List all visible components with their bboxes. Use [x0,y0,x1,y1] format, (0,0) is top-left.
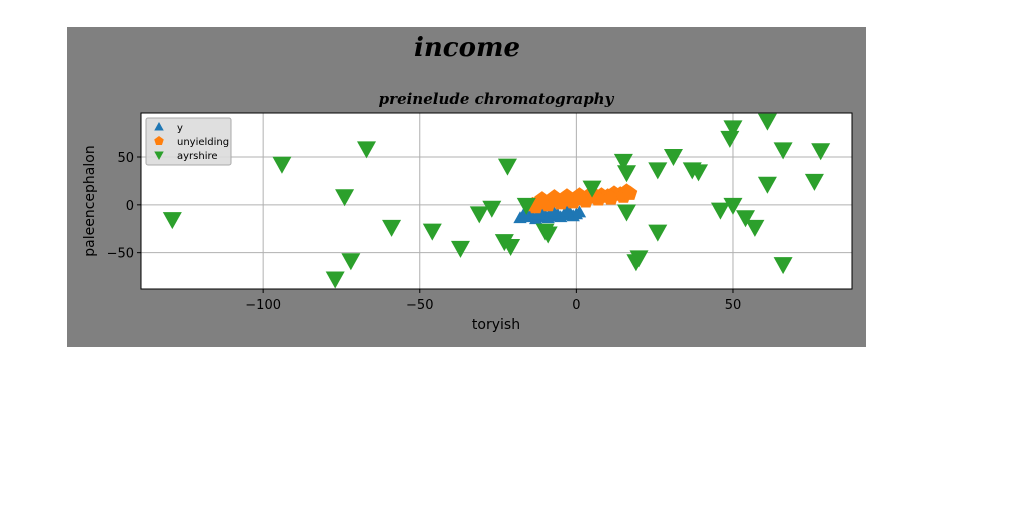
y-tick-label: −50 [107,247,134,262]
point-ayrshire [689,164,709,182]
x-tick-label: −100 [245,298,281,313]
point-unyielding [546,189,563,204]
point-ayrshire [357,141,377,159]
point-ayrshire [482,200,502,218]
axis-ticks: −100 −50 0 50 −50 0 50 [107,151,742,313]
series-ayrshire [162,113,831,289]
y-tick-label: 50 [117,151,134,166]
point-ayrshire [469,206,489,224]
point-ayrshire [341,253,361,271]
point-ayrshire [501,238,521,256]
point-ayrshire [773,142,793,160]
point-ayrshire [450,240,470,258]
point-ayrshire [804,173,824,191]
point-ayrshire [811,143,831,161]
legend-markers [154,122,164,160]
point-ayrshire [736,210,756,228]
point-ayrshire [648,224,668,242]
legend-marker-unyielding [154,136,164,146]
legend-box [145,117,232,166]
point-ayrshire [616,165,636,183]
axes-title: preinelude chromatography [379,90,615,108]
point-unyielding [559,188,575,203]
point-ayrshire [516,197,536,215]
series-y [513,204,587,225]
legend-marker-ayrshire [154,151,164,160]
point-unyielding [571,187,588,202]
point-ayrshire [382,219,402,237]
legend: y unyielding ayrshire [145,117,232,166]
x-tick-label: −50 [406,298,433,313]
point-ayrshire [663,149,683,167]
point-ayrshire [613,153,633,171]
point-ayrshire [757,113,777,131]
legend-marker-y [154,122,164,131]
point-ayrshire [723,120,743,138]
point-ayrshire [497,158,517,176]
y-axis-label: paleencephalon [82,145,98,256]
legend-label-ayrshire: ayrshire [177,151,218,162]
x-tick-label: 0 [572,298,580,313]
point-ayrshire [773,257,793,275]
point-unyielding [622,185,638,200]
legend-label-unyielding: unyielding [177,137,229,148]
point-y [572,205,587,218]
point-y [532,207,546,220]
point-ayrshire [162,212,182,230]
point-ayrshire [422,223,442,241]
point-ayrshire [325,271,345,289]
plot-frame [140,112,853,290]
point-ayrshire [616,204,636,222]
figure-suptitle: income [414,33,520,63]
point-ayrshire [720,130,740,148]
point-ayrshire [272,156,292,174]
point-ayrshire [723,197,743,215]
y-tick-label: 0 [126,199,134,214]
point-ayrshire [745,219,765,237]
point-ayrshire [648,162,668,180]
point-unyielding [603,190,619,205]
point-ayrshire [582,180,602,198]
point-y [522,206,537,219]
point-y [560,204,574,217]
x-axis-label: toryish [472,317,520,333]
x-tick-label: 50 [725,298,742,313]
legend-label-y: y [177,123,183,134]
point-ayrshire [335,189,355,207]
point-ayrshire [710,202,730,220]
point-ayrshire [538,226,558,244]
point-ayrshire [757,176,777,194]
scatter-marks [162,113,831,289]
point-unyielding [534,191,550,206]
point-y [566,209,580,222]
point-ayrshire [629,250,649,268]
